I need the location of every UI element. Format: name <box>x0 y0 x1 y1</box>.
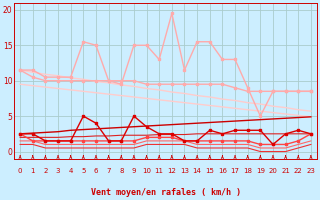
X-axis label: Vent moyen/en rafales ( km/h ): Vent moyen/en rafales ( km/h ) <box>91 188 241 197</box>
